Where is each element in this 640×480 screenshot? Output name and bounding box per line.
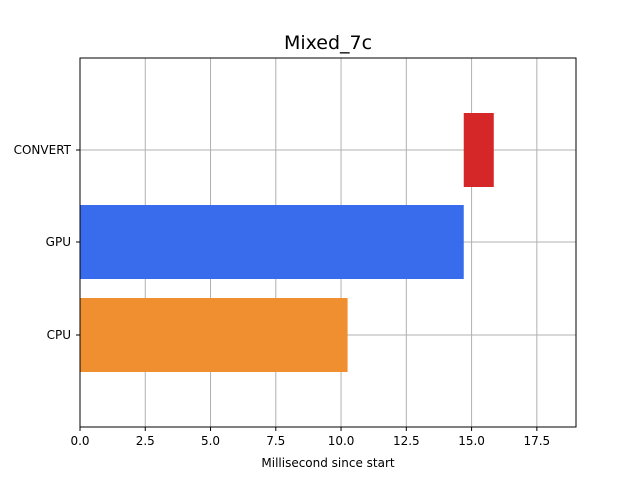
x-tick-label: 17.5 [523,434,550,448]
x-tick-label: 15.0 [458,434,485,448]
x-tick-label: 7.5 [266,434,285,448]
y-tick-label: GPU [46,235,71,249]
x-tick-label: 5.0 [201,434,220,448]
chart-title: Mixed_7c [284,32,372,54]
x-tick-label: 12.5 [393,434,420,448]
bars [80,113,494,372]
y-tick-label: CPU [47,328,71,342]
y-axis-ticks: CPU GPU CONVERT [14,143,80,342]
x-tick-label: 10.0 [328,434,355,448]
x-axis-ticks: 0.0 2.5 5.0 7.5 10.0 12.5 15.0 17.5 [70,427,550,448]
bar-convert [463,113,494,187]
y-tick-label: CONVERT [14,143,72,157]
x-tick-label: 2.5 [136,434,155,448]
bar-gpu [80,205,464,279]
bar-cpu [80,298,348,372]
x-tick-label: 0.0 [70,434,89,448]
x-axis-label: Millisecond since start [261,456,395,470]
